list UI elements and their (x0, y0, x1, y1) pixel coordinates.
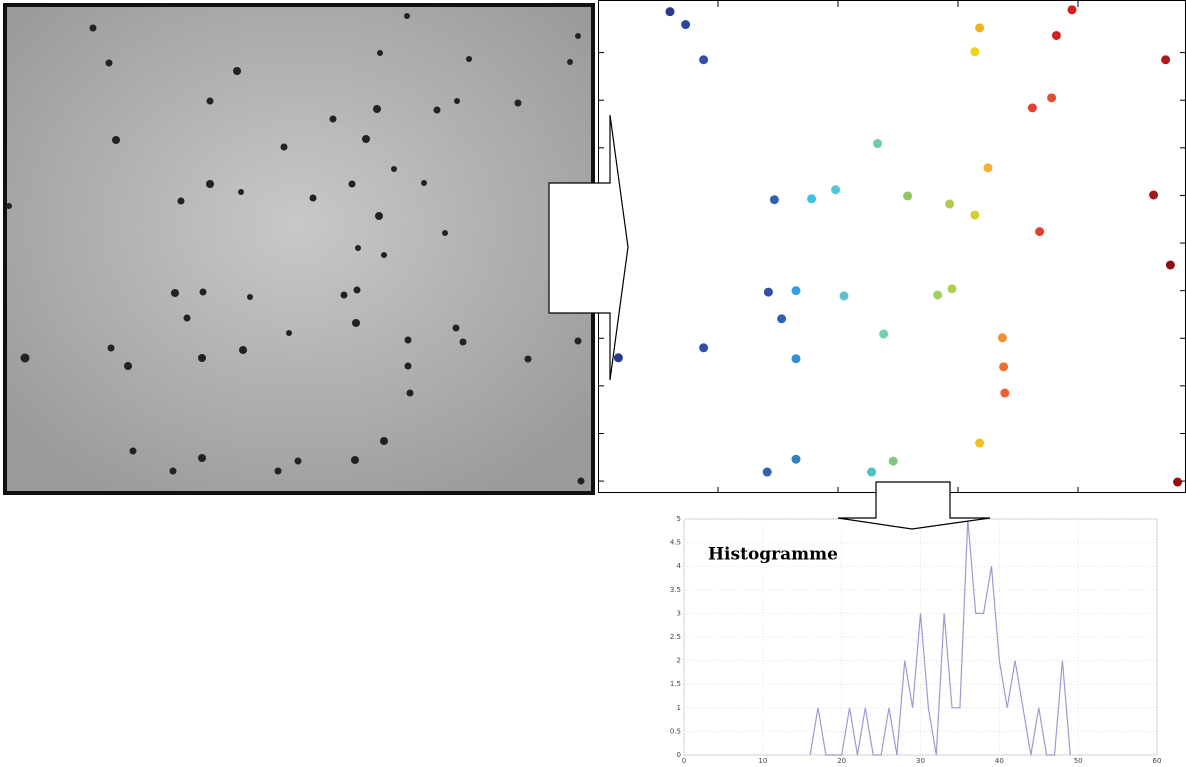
point (879, 329, 889, 339)
point (839, 291, 849, 301)
x-tick-label: 20 (837, 757, 846, 765)
arrow-right (548, 114, 629, 381)
point (1165, 260, 1175, 270)
point (769, 195, 779, 205)
point (1161, 55, 1171, 65)
point (997, 333, 1007, 343)
point (807, 194, 817, 204)
point (945, 199, 955, 209)
point (699, 343, 709, 353)
point (1173, 477, 1183, 487)
point (665, 7, 675, 17)
y-tick-label: 0.5 (670, 727, 681, 735)
point (1000, 388, 1010, 398)
point (933, 290, 943, 300)
point (888, 456, 898, 466)
image-frame (3, 3, 595, 495)
point (970, 210, 980, 220)
particles (6, 13, 585, 485)
histogram-title: Histogramme (708, 545, 838, 565)
y-tick-label: 3 (677, 609, 681, 617)
arrows (548, 114, 991, 530)
point (970, 47, 980, 57)
point (867, 467, 877, 477)
microscope-image (3, 3, 595, 495)
point (975, 23, 985, 33)
point (613, 353, 623, 363)
point (983, 163, 993, 173)
point (1047, 93, 1057, 103)
y-tick-label: 1.5 (670, 680, 681, 688)
point (947, 284, 957, 294)
point (762, 467, 772, 477)
x-tick-label: 60 (1153, 757, 1162, 765)
point (873, 139, 883, 149)
x-tick-label: 50 (1074, 757, 1083, 765)
x-tick-label: 40 (995, 757, 1004, 765)
y-tick-label: 4.5 (670, 539, 681, 547)
histogram-line (809, 518, 1071, 756)
point (777, 314, 787, 324)
y-tick-label: 2 (677, 657, 681, 665)
point (831, 185, 841, 195)
point (903, 191, 913, 201)
point (999, 362, 1009, 372)
plot-frame (598, 0, 1186, 493)
point (763, 287, 773, 297)
point (791, 286, 801, 296)
point (975, 438, 985, 448)
point (1035, 227, 1045, 237)
arrow-down (837, 481, 991, 530)
point (1051, 30, 1061, 40)
point (791, 354, 801, 364)
y-tick-label: 1 (677, 704, 681, 712)
point (1027, 103, 1037, 113)
x-tick-label: 10 (758, 757, 767, 765)
y-tick-label: 5 (677, 515, 681, 523)
point (699, 55, 709, 65)
x-tick-label: 0 (682, 757, 686, 765)
y-tick-label: 2.5 (670, 633, 681, 641)
point (1149, 190, 1159, 200)
y-tick-label: 0 (677, 751, 681, 759)
point (1067, 5, 1077, 15)
plots: 00.511.522.533.544.550 10 20 30 40 50 60 (598, 0, 1186, 765)
y-tick-label: 3.5 (670, 586, 681, 594)
point (791, 454, 801, 464)
x-tick-label: 30 (916, 757, 925, 765)
point (681, 20, 691, 30)
y-tick-label: 4 (677, 562, 682, 570)
